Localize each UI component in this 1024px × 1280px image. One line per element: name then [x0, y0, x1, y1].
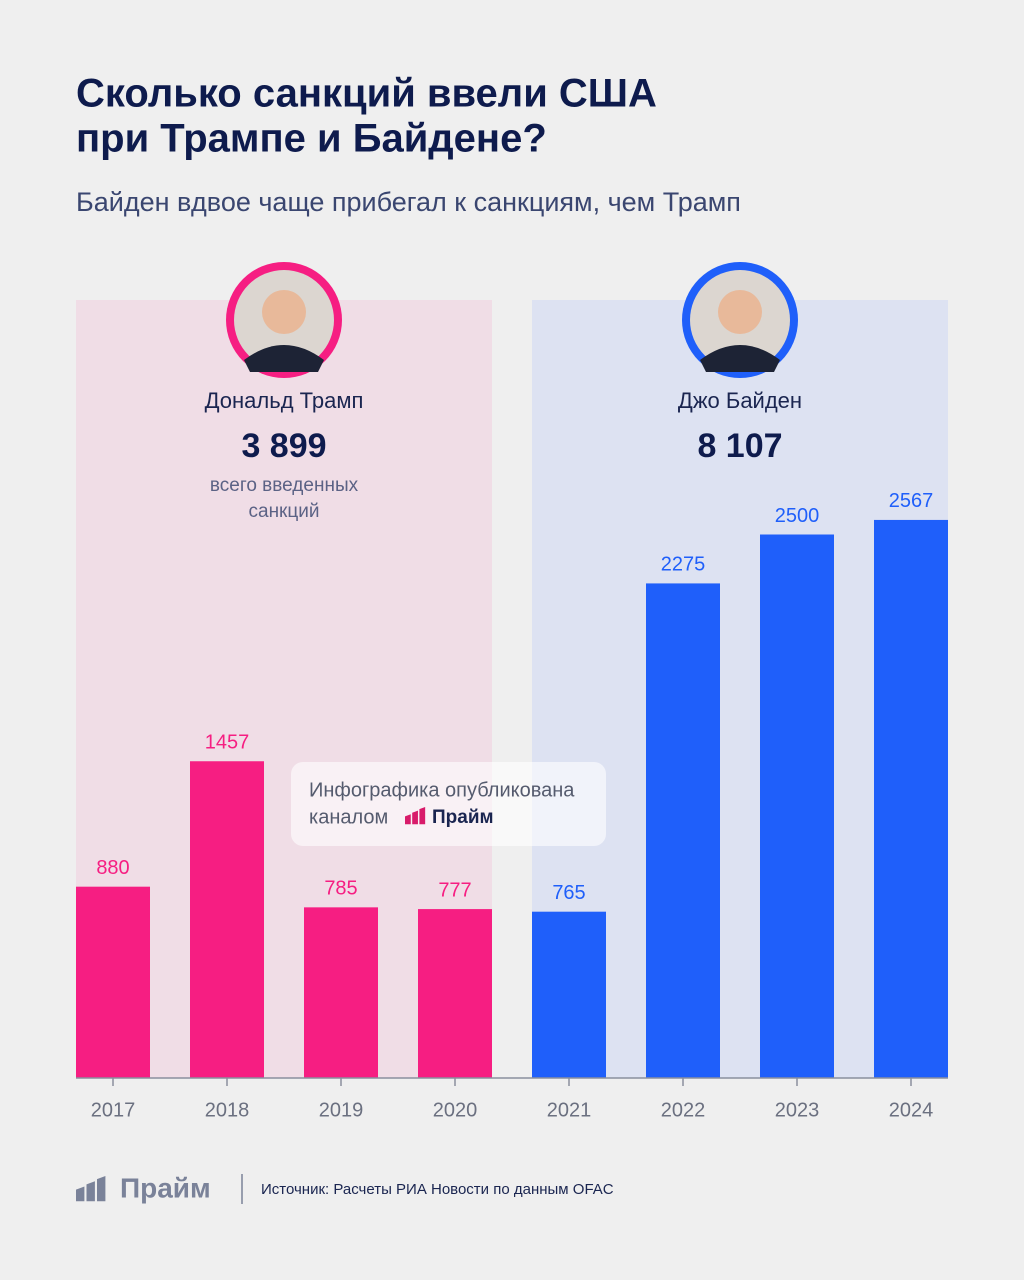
logo-bar	[412, 810, 418, 825]
footer-source: Источник: Расчеты РИА Новости по данным …	[261, 1181, 614, 1198]
bar	[190, 761, 264, 1078]
chart-title: Сколько санкций ввели США	[76, 72, 657, 116]
x-tick-label: 2019	[319, 1099, 364, 1121]
bar	[532, 911, 606, 1078]
watermark-brand: Прайм	[432, 807, 494, 828]
bar	[760, 534, 834, 1078]
series-note: всего введенных	[210, 475, 359, 496]
chart-title: при Трампе и Байдене?	[76, 117, 547, 161]
logo-icon	[405, 807, 426, 825]
portrait-suit	[700, 345, 780, 372]
watermark-text: каналом	[309, 806, 388, 828]
bar	[646, 583, 720, 1078]
portrait-suit	[244, 345, 324, 372]
bar	[76, 886, 150, 1078]
value-label: 880	[96, 857, 129, 879]
x-tick-label: 2024	[889, 1099, 934, 1121]
x-tick-label: 2021	[547, 1099, 592, 1121]
logo-bar	[405, 814, 411, 825]
value-label: 2567	[889, 490, 934, 512]
series-total: 8 107	[697, 427, 782, 465]
value-label: 1457	[205, 732, 250, 754]
watermark-box	[291, 762, 606, 846]
logo-icon	[76, 1176, 106, 1202]
value-label: 785	[324, 878, 357, 900]
x-tick-label: 2022	[661, 1099, 706, 1121]
bar	[418, 909, 492, 1078]
series-name: Джо Байден	[678, 388, 802, 413]
logo-bar	[97, 1176, 106, 1202]
chart-subtitle: Байден вдвое чаще прибегал к санкциям, ч…	[76, 187, 741, 217]
series-name: Дональд Трамп	[205, 388, 364, 413]
bar	[874, 519, 948, 1078]
value-label: 777	[438, 879, 471, 901]
series-total: 3 899	[241, 427, 326, 465]
x-tick-label: 2020	[433, 1099, 478, 1121]
bar	[304, 907, 378, 1078]
value-label: 2500	[775, 505, 820, 527]
logo-bar	[419, 807, 426, 825]
series-note: санкций	[249, 501, 320, 522]
x-tick-label: 2023	[775, 1099, 820, 1121]
x-tick-label: 2018	[205, 1099, 250, 1121]
portrait-face	[262, 290, 306, 334]
portrait-face	[718, 290, 762, 334]
watermark-text: Инфографика опубликована	[309, 779, 575, 801]
x-tick-label: 2017	[91, 1099, 136, 1121]
logo-bar	[86, 1181, 95, 1202]
footer-brand: Прайм	[120, 1172, 211, 1203]
value-label: 2275	[661, 554, 706, 576]
value-label: 765	[552, 882, 585, 904]
logo-bar	[76, 1186, 85, 1202]
